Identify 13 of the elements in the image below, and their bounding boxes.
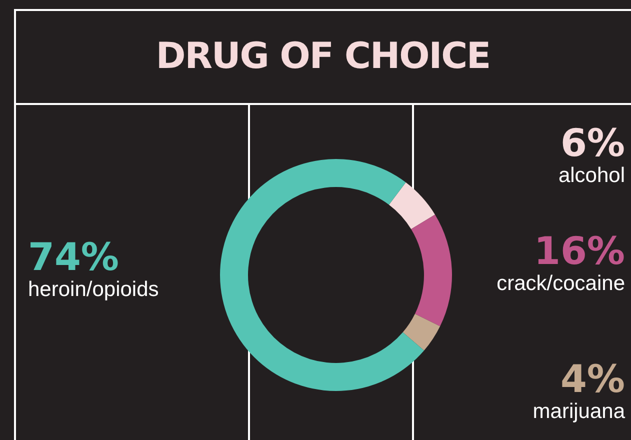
data-label: 16%: [533, 229, 625, 273]
slice-label: marijuana: [532, 400, 625, 424]
slice-label: crack/cocaine: [496, 272, 625, 296]
donut-slice: [411, 214, 452, 326]
data-label: 6%: [559, 121, 625, 165]
data-label: 4%: [559, 357, 625, 401]
donut-slice: [402, 314, 440, 350]
data-label: 74%: [28, 235, 120, 279]
slice-label: alcohol: [558, 164, 625, 188]
donut-slice: [388, 182, 436, 230]
slice-label: heroin/opioids: [28, 278, 159, 302]
chart-title: DRUG OF CHOICE: [154, 36, 492, 77]
donut-slice: [220, 159, 424, 391]
